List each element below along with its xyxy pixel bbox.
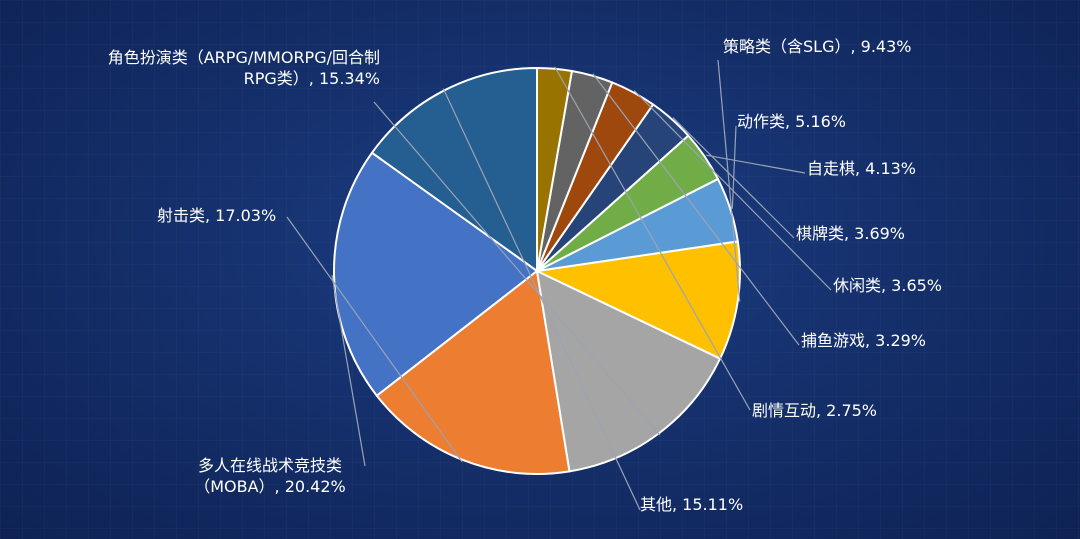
leader-line-rpg: [373, 101, 661, 436]
leader-line-auto-chess: [706, 154, 806, 174]
slice-label-story: 剧情互动, 2.75%: [752, 401, 878, 420]
leader-line-casual: [633, 90, 832, 291]
pie-slice-shooter: [375, 270, 571, 475]
slice-label-card: 棋牌类, 3.69%: [796, 224, 906, 243]
slice-label-shooter: 射击类, 17.03%: [157, 206, 277, 225]
slice-label-moba: 多人在线战术竞技类 （MOBA）, 20.42%: [194, 456, 346, 496]
leader-line-other: [442, 88, 641, 511]
pie-slice-story: [536, 67, 573, 272]
leader-line-card: [672, 117, 795, 239]
pie-slice-strategy: [536, 240, 741, 360]
leader-line-fishing: [592, 73, 800, 346]
pie-slice-moba: [333, 151, 538, 397]
slice-label-casual: 休闲类, 3.65%: [833, 276, 943, 295]
leader-line-moba: [331, 275, 366, 467]
slice-label-other: 其他, 15.11%: [640, 495, 744, 514]
leader-line-action: [731, 125, 737, 209]
slice-label-fishing: 捕鱼游戏, 3.29%: [801, 331, 927, 350]
leader-line-shooter: [286, 216, 463, 463]
slice-label-action: 动作类, 5.16%: [737, 112, 847, 131]
slice-label-auto-chess: 自走棋, 4.13%: [807, 159, 917, 178]
leader-line-story: [554, 66, 751, 411]
slice-label-strategy: 策略类（含SLG）, 9.43%: [723, 37, 912, 56]
slice-label-rpg: 角色扮演类（ARPG/MMORPG/回合制 RPG类）, 15.34%: [107, 48, 380, 88]
